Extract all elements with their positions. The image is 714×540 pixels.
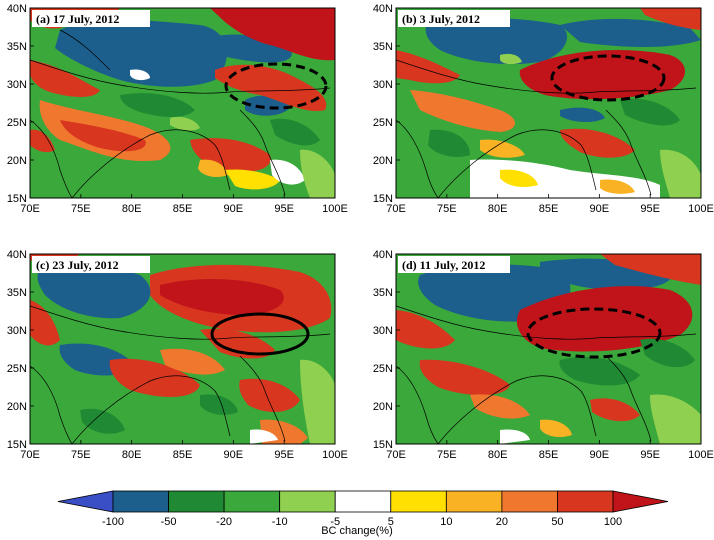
lat-tick-label: 40N	[7, 3, 27, 15]
lon-tick-label: 95E	[274, 203, 294, 215]
lon-tick-label: 90E	[224, 203, 244, 215]
lon-tick-label: 85E	[173, 203, 193, 215]
lon-tick-label: 90E	[590, 203, 610, 215]
lat-tick-label: 30N	[373, 325, 393, 337]
lon-tick-label: 70E	[386, 449, 406, 461]
lat-tick-label: 20N	[373, 155, 393, 167]
colorbar-bin	[390, 490, 447, 513]
lat-tick-label: 25N	[7, 363, 27, 375]
lon-tick-label: 95E	[640, 203, 660, 215]
lon-tick-label: 90E	[590, 449, 610, 461]
lon-tick-label: 85E	[539, 203, 559, 215]
colorbar-tick-label: 20	[496, 516, 508, 528]
lon-tick-label: 95E	[640, 449, 660, 461]
lon-tick-label: 80E	[488, 449, 508, 461]
colorbar-bin	[445, 490, 503, 513]
lon-tick-label: 75E	[71, 203, 91, 215]
colorbar: -100 -50 -20 -10 -5 5 10 20 50 100 BC change(%)	[57, 490, 669, 537]
lon-tick-label: 80E	[122, 203, 142, 215]
colorbar-bin	[223, 490, 281, 513]
lat-tick-label: 15N	[373, 439, 393, 451]
panel-label: (a) 17 July, 2012	[36, 12, 119, 26]
panel-label: (c) 23 July, 2012	[36, 258, 119, 272]
lat-tick-label: 35N	[373, 41, 393, 53]
lon-tick-label: 80E	[122, 449, 142, 461]
colorbar-tick-label: -50	[161, 516, 177, 528]
lat-tick-label: 35N	[7, 287, 27, 299]
panel-label: (d) 11 July, 2012	[402, 258, 485, 272]
colorbar-tick-label: 10	[440, 516, 452, 528]
lon-tick-label: 100E	[322, 449, 348, 461]
colorbar-tick-label: -5	[330, 516, 340, 528]
colorbar-bin	[57, 490, 114, 513]
colorbar-bin	[112, 490, 169, 513]
panel-label: (b) 3 July, 2012	[402, 12, 480, 26]
lon-tick-label: 85E	[539, 449, 559, 461]
map-panel-a: (a) 17 July, 2012	[29, 7, 336, 199]
lat-tick-label: 25N	[7, 117, 27, 129]
colorbar-bin	[612, 490, 669, 513]
highlight-ellipse	[526, 307, 662, 359]
lon-tick-label: 90E	[224, 449, 244, 461]
lon-tick-label: 75E	[71, 449, 91, 461]
lon-tick-label: 70E	[386, 203, 406, 215]
lat-tick-label: 20N	[7, 401, 27, 413]
lon-tick-label: 85E	[173, 449, 193, 461]
colorbar-bin	[279, 490, 336, 513]
colorbar-tick-label: -20	[216, 516, 232, 528]
highlight-ellipse	[210, 312, 310, 356]
lon-tick-label: 100E	[322, 203, 348, 215]
lon-tick-label: 100E	[688, 203, 714, 215]
lat-tick-label: 40N	[7, 249, 27, 261]
colorbar-tick-label: -100	[102, 516, 124, 528]
lat-tick-label: 20N	[7, 155, 27, 167]
highlight-ellipse	[224, 62, 328, 110]
lat-tick-label: 25N	[373, 117, 393, 129]
lon-tick-label: 70E	[20, 449, 40, 461]
lat-tick-label: 40N	[373, 249, 393, 261]
colorbar-title: BC change(%)	[321, 525, 393, 537]
lat-tick-label: 30N	[7, 325, 27, 337]
lon-tick-label: 100E	[688, 449, 714, 461]
colorbar-tick-label: 50	[551, 516, 563, 528]
lat-tick-label: 40N	[373, 3, 393, 15]
lat-tick-label: 35N	[7, 41, 27, 53]
colorbar-tick-label: -10	[272, 516, 288, 528]
map-panel-c: (c) 23 July, 2012	[29, 253, 336, 445]
lon-tick-label: 75E	[437, 449, 457, 461]
colorbar-bin	[501, 490, 558, 513]
highlight-ellipse	[550, 54, 666, 102]
colorbar-bin	[168, 490, 225, 513]
lon-tick-label: 80E	[488, 203, 508, 215]
lat-tick-label: 15N	[373, 193, 393, 205]
colorbar-bin	[557, 490, 614, 513]
lat-tick-label: 35N	[373, 287, 393, 299]
lat-tick-label: 30N	[7, 79, 27, 91]
colorbar-tick-label: 100	[604, 516, 622, 528]
lat-tick-label: 30N	[373, 79, 393, 91]
colorbar-bin	[334, 490, 392, 513]
lon-tick-label: 95E	[274, 449, 294, 461]
lon-tick-label: 70E	[20, 203, 40, 215]
lon-tick-label: 75E	[437, 203, 457, 215]
colorbar-tick-label: 5	[388, 516, 394, 528]
map-panel-d: (d) 11 July, 2012	[395, 253, 702, 445]
lat-tick-label: 15N	[7, 439, 27, 451]
lat-tick-label: 15N	[7, 193, 27, 205]
lat-tick-label: 25N	[373, 363, 393, 375]
map-panel-b: (b) 3 July, 2012	[395, 7, 702, 199]
lat-tick-label: 20N	[373, 401, 393, 413]
